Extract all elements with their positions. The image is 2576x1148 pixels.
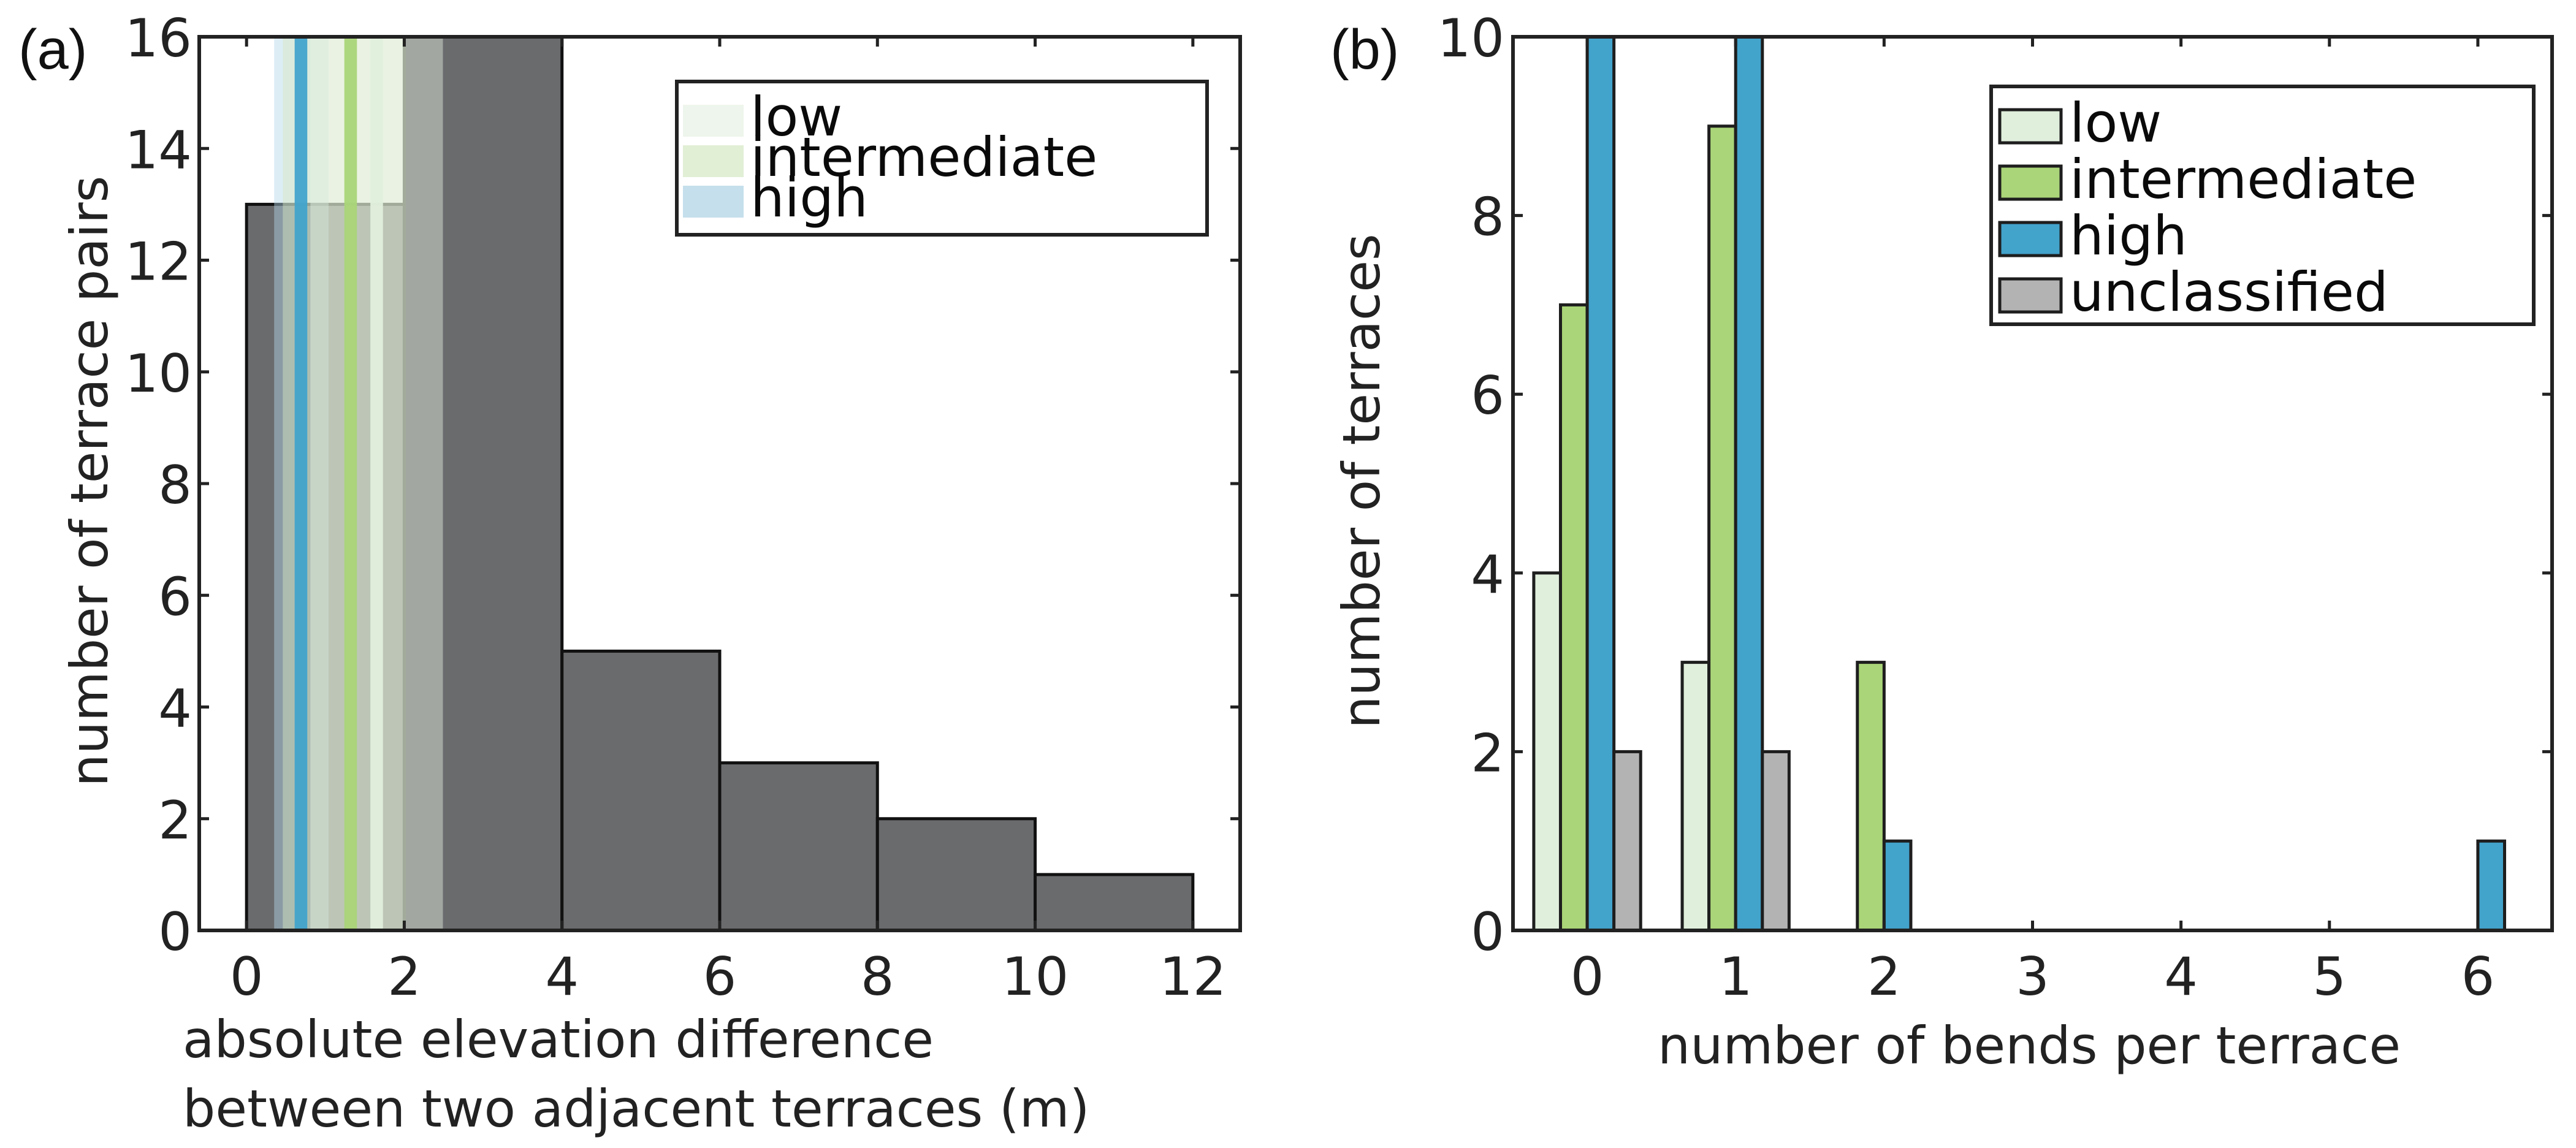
bar-unclassified (1761, 750, 1791, 932)
legend-label-intermediate: intermediate (750, 126, 1097, 189)
panel-a-x-axis-label-line-1: absolute elevation difference (183, 1009, 934, 1070)
legend-label-unclassified: unclassified (2070, 260, 2388, 324)
panel-a-bars (245, 35, 1195, 932)
x-tick-label: 12 (1159, 946, 1226, 1008)
y-tick-label: 12 (125, 232, 192, 293)
y-tick-label: 0 (1471, 902, 1504, 963)
panel-a-label: (a) (18, 18, 87, 81)
legend-label-low: low (2070, 91, 2162, 154)
y-tick-label: 16 (125, 8, 192, 69)
panel-b-grouped-bars: (b) 0 1 2 3 4 5 6 0 2 4 6 8 10 number of terraces nu… (1330, 8, 2554, 1076)
y-tick-label: 10 (1438, 8, 1504, 69)
bar-low (1532, 571, 1562, 932)
panel-a-ticks: 0 2 4 6 8 10 12 0 2 4 6 8 10 12 14 16 (125, 8, 1240, 1008)
x-tick-label: 0 (1571, 946, 1604, 1008)
x-tick-label: 10 (1002, 946, 1069, 1008)
x-tick-label: 5 (2312, 946, 2346, 1008)
y-tick-label: 6 (158, 566, 192, 628)
x-tick-label: 8 (861, 946, 894, 1008)
panel-a-x-axis-label-line-2: between two adjacent terraces (m) (183, 1079, 1089, 1139)
panel-b-bars (1532, 35, 2507, 932)
histogram-bar (718, 761, 879, 932)
y-tick-label: 0 (158, 902, 192, 963)
panel-a-y-axis-label: number of terrace pairs (59, 176, 120, 787)
legend-swatch-intermediate (683, 145, 744, 177)
x-tick-label: 0 (230, 946, 264, 1008)
panel-b-label: (b) (1330, 18, 1399, 81)
panel-a-class-ranges (274, 37, 443, 930)
legend-swatch-low (683, 105, 744, 137)
legend-swatch-high (1998, 221, 2063, 257)
bar-high (2476, 839, 2507, 932)
panel-b-y-axis-label: number of terraces (1332, 234, 1392, 729)
legend-box (675, 80, 1209, 237)
panel-b-ticks: 0 1 2 3 4 5 6 0 2 4 6 8 10 (1438, 8, 2552, 1008)
legend-label-low: low (750, 85, 842, 148)
legend-swatch-low (1998, 108, 2063, 145)
legend-swatch-unclassified (1998, 277, 2063, 314)
panel-a-histogram: (a) 0 2 4 6 8 10 12 0 2 4 6 8 10 12 14 16 number of ter… (18, 8, 1242, 1139)
x-tick-label: 2 (387, 946, 421, 1008)
y-tick-label: 2 (158, 790, 192, 851)
x-tick-label: 1 (1719, 946, 1753, 1008)
bar-high (1734, 35, 1764, 932)
y-tick-label: 2 (1471, 723, 1504, 784)
legend-label-intermediate: intermediate (2070, 148, 2417, 211)
bar-intermediate (1856, 661, 1886, 932)
bar-intermediate (1707, 124, 1737, 932)
legend-swatch-intermediate (1998, 164, 2063, 201)
y-tick-label: 8 (1471, 187, 1504, 248)
legend-swatch-high (683, 186, 744, 218)
panel-b-x-axis-label: number of bends per terrace (1658, 1016, 2401, 1076)
histogram-bar (560, 649, 722, 932)
y-tick-label: 4 (158, 679, 192, 740)
x-tick-label: 4 (2164, 946, 2198, 1008)
legend-box (1989, 85, 2536, 326)
y-tick-label: 4 (1471, 544, 1504, 606)
histogram-bar (402, 35, 564, 932)
bar-intermediate (1558, 303, 1589, 932)
y-tick-label: 14 (125, 120, 192, 181)
x-tick-label: 2 (1867, 946, 1901, 1008)
legend-label-high: high (750, 166, 868, 229)
y-tick-label: 8 (158, 455, 192, 516)
legend-label-high: high (2070, 204, 2187, 267)
x-tick-label: 3 (2016, 946, 2049, 1008)
bar-high (1882, 839, 1913, 932)
histogram-bar (1034, 873, 1195, 932)
x-tick-label: 6 (2461, 946, 2495, 1008)
bar-unclassified (1612, 750, 1642, 932)
x-tick-label: 4 (545, 946, 579, 1008)
y-tick-label: 10 (125, 343, 192, 405)
class-range-center-low (370, 37, 383, 930)
x-tick-label: 6 (703, 946, 737, 1008)
bar-high (1585, 35, 1616, 932)
histogram-bar (875, 817, 1037, 932)
y-tick-label: 6 (1471, 365, 1504, 427)
bar-low (1680, 661, 1711, 932)
class-range-center-high (294, 37, 308, 930)
class-range-center-intermediate (344, 37, 357, 930)
